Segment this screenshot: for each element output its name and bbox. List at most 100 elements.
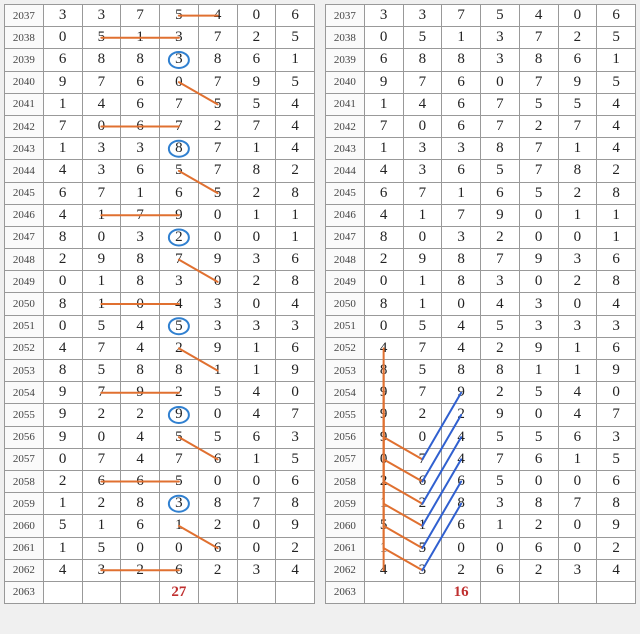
data-cell: 7 <box>558 115 597 137</box>
data-cell: 7 <box>481 249 520 271</box>
data-cell: 6 <box>43 49 82 71</box>
year-header: 2061 <box>5 537 44 559</box>
table-row: 20538588119 <box>326 360 636 382</box>
data-cell: 7 <box>160 249 199 271</box>
data-cell: 1 <box>442 182 481 204</box>
data-cell: 5 <box>519 426 558 448</box>
data-cell: 9 <box>82 249 121 271</box>
data-cell: 0 <box>597 382 636 404</box>
table-row: 20510545333 <box>326 315 636 337</box>
data-cell: 1 <box>558 360 597 382</box>
table-row: 20396883861 <box>326 49 636 71</box>
table-row: 20478032001 <box>5 226 315 248</box>
table-row: 20582665006 <box>5 470 315 492</box>
data-cell: 2 <box>82 404 121 426</box>
year-header: 2062 <box>326 559 365 581</box>
data-cell: 3 <box>160 493 199 515</box>
table-row: 20490183028 <box>326 271 636 293</box>
data-cell: 7 <box>82 448 121 470</box>
data-cell: 5 <box>82 315 121 337</box>
data-cell: 0 <box>481 71 520 93</box>
table-row: 20549792540 <box>5 382 315 404</box>
data-cell: 9 <box>43 71 82 93</box>
data-cell: 8 <box>597 493 636 515</box>
data-cell: 0 <box>237 537 276 559</box>
table-row: 20456716528 <box>5 182 315 204</box>
data-cell: 3 <box>237 315 276 337</box>
table-row: 20373375406 <box>5 5 315 27</box>
data-cell: 0 <box>237 470 276 492</box>
data-cell: 8 <box>519 493 558 515</box>
data-cell: 2 <box>442 559 481 581</box>
data-cell <box>519 581 558 603</box>
year-header: 2050 <box>5 293 44 315</box>
data-cell: 4 <box>43 337 82 359</box>
data-cell: 9 <box>403 249 442 271</box>
data-cell: 1 <box>43 493 82 515</box>
data-cell: 0 <box>519 404 558 426</box>
data-cell: 8 <box>198 49 237 71</box>
data-cell: 4 <box>364 160 403 182</box>
year-header: 2062 <box>5 559 44 581</box>
table-row: 20508104304 <box>326 293 636 315</box>
data-cell: 4 <box>198 5 237 27</box>
data-cell: 1 <box>403 204 442 226</box>
data-cell: 4 <box>276 559 315 581</box>
data-cell: 4 <box>121 448 160 470</box>
table-row: 20538588119 <box>5 360 315 382</box>
data-cell: 1 <box>237 360 276 382</box>
year-header: 2041 <box>326 93 365 115</box>
data-cell: 2 <box>403 493 442 515</box>
data-cell: 7 <box>519 71 558 93</box>
data-cell: 9 <box>43 426 82 448</box>
data-cell: 0 <box>198 271 237 293</box>
data-cell: 6 <box>160 182 199 204</box>
data-cell: 5 <box>43 515 82 537</box>
year-header: 2040 <box>326 71 365 93</box>
year-header: 2063 <box>326 581 365 603</box>
data-cell: 4 <box>442 337 481 359</box>
table-row: 20582665006 <box>326 470 636 492</box>
data-cell: 7 <box>519 160 558 182</box>
data-cell: 6 <box>121 115 160 137</box>
table-row: 20409760795 <box>5 71 315 93</box>
data-cell: 8 <box>43 226 82 248</box>
data-cell: 0 <box>558 537 597 559</box>
year-header: 2053 <box>326 360 365 382</box>
data-cell: 2 <box>82 493 121 515</box>
data-cell: 5 <box>82 360 121 382</box>
data-cell: 3 <box>597 315 636 337</box>
data-cell: 2 <box>481 337 520 359</box>
data-cell: 7 <box>198 27 237 49</box>
data-cell: 0 <box>519 226 558 248</box>
data-cell: 3 <box>558 315 597 337</box>
year-header: 2043 <box>5 138 44 160</box>
data-cell: 3 <box>276 426 315 448</box>
year-header: 2039 <box>5 49 44 71</box>
year-header: 2048 <box>326 249 365 271</box>
data-cell: 8 <box>160 360 199 382</box>
data-cell <box>558 581 597 603</box>
data-cell: 5 <box>481 426 520 448</box>
data-cell: 5 <box>364 515 403 537</box>
data-cell <box>198 581 237 603</box>
year-header: 2054 <box>326 382 365 404</box>
year-header: 2052 <box>5 337 44 359</box>
data-cell: 4 <box>121 315 160 337</box>
data-cell: 2 <box>481 226 520 248</box>
data-cell: 5 <box>160 426 199 448</box>
year-header: 2041 <box>5 93 44 115</box>
data-cell: 9 <box>43 404 82 426</box>
year-header: 2057 <box>326 448 365 470</box>
data-cell: 0 <box>403 115 442 137</box>
table-row: 20409760795 <box>326 71 636 93</box>
data-cell: 1 <box>364 138 403 160</box>
data-cell: 4 <box>558 382 597 404</box>
data-cell: 8 <box>121 49 160 71</box>
data-cell: 4 <box>519 5 558 27</box>
data-cell: 5 <box>519 382 558 404</box>
data-cell: 4 <box>276 93 315 115</box>
table-row: 20591283878 <box>326 493 636 515</box>
data-cell: 0 <box>558 470 597 492</box>
year-header: 2038 <box>326 27 365 49</box>
